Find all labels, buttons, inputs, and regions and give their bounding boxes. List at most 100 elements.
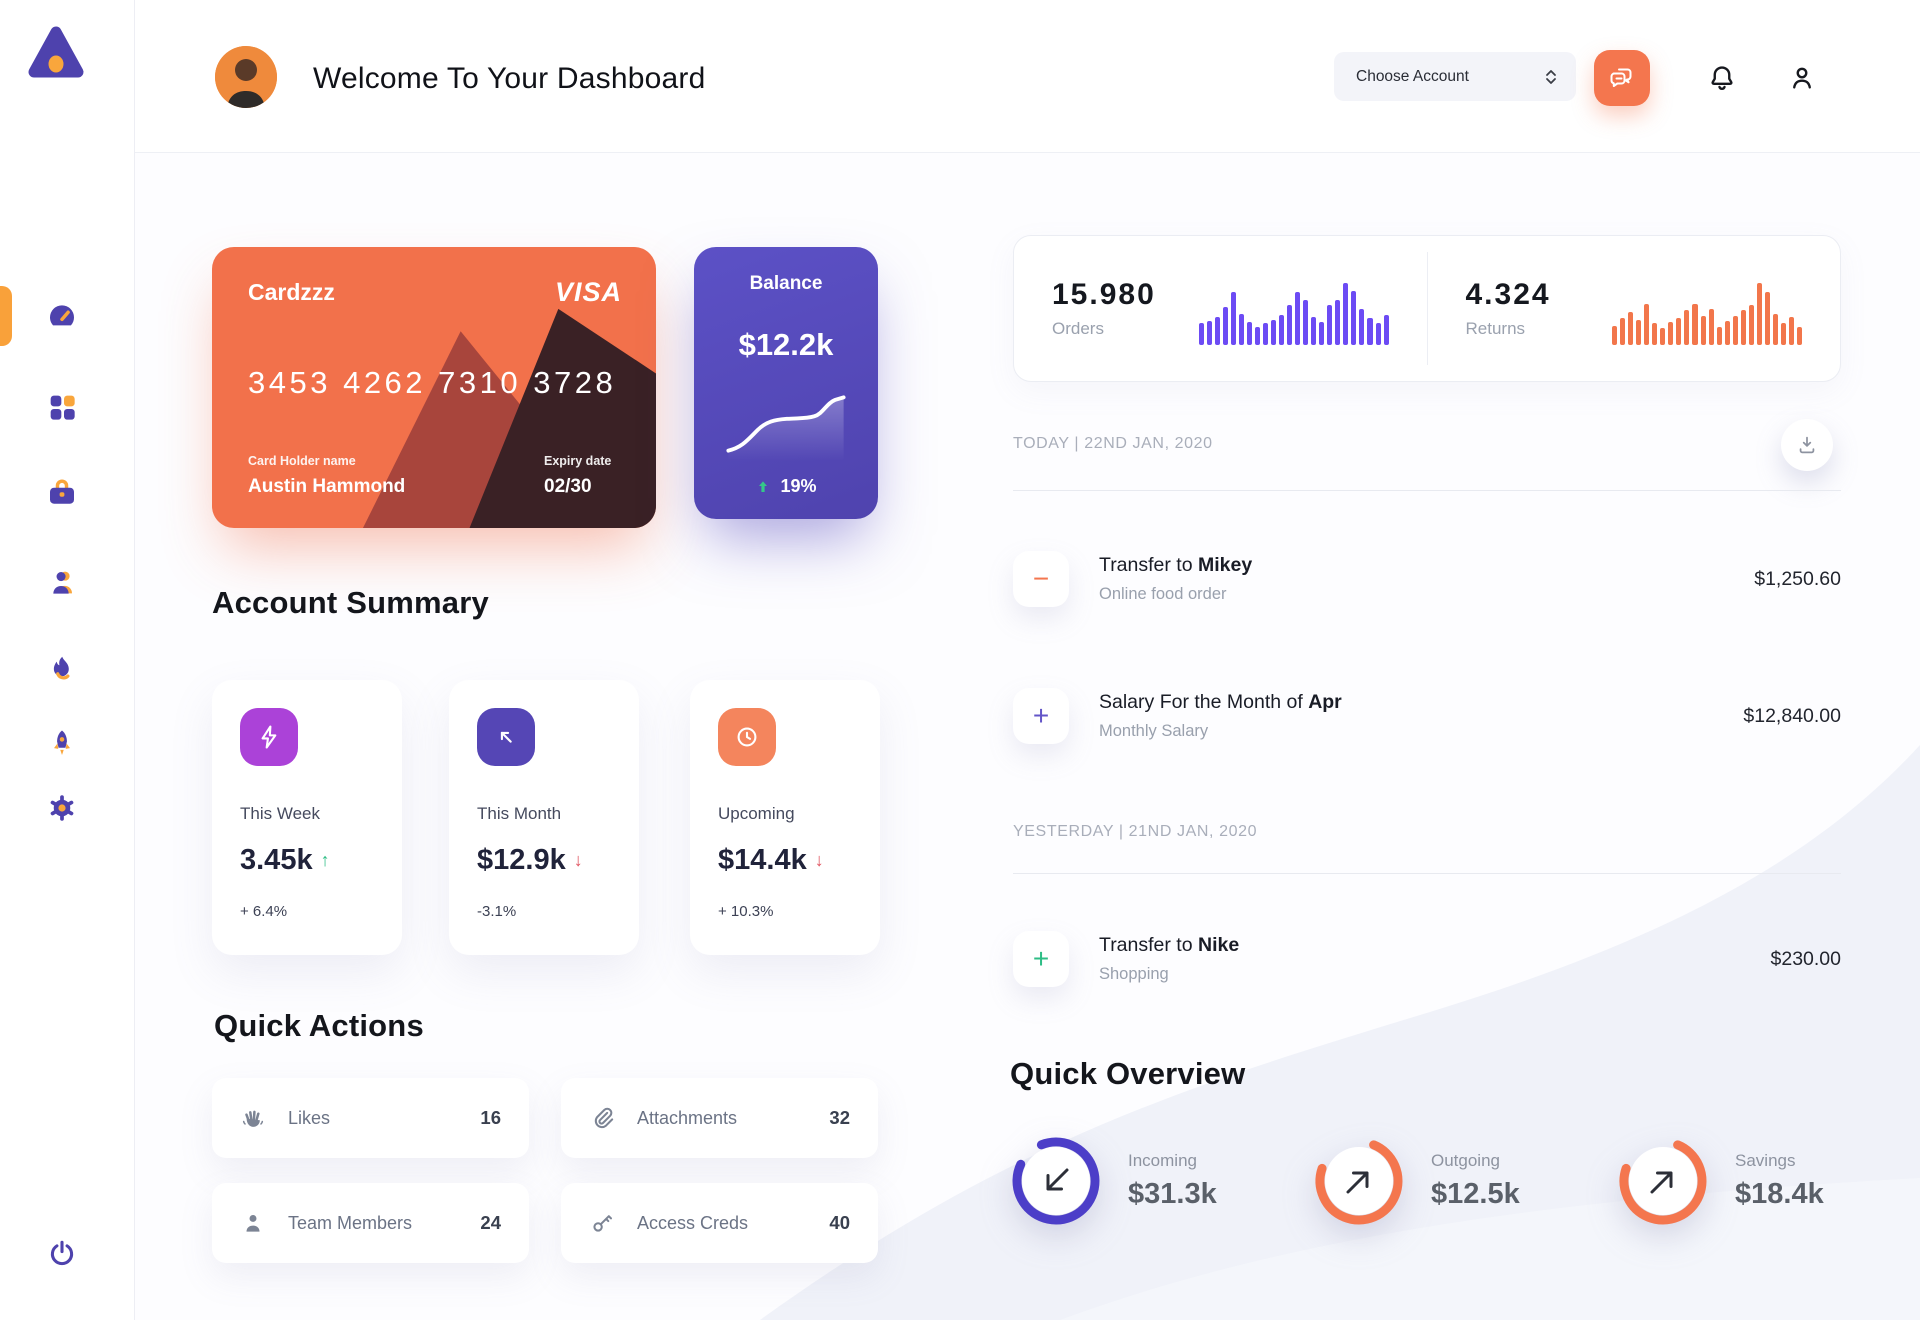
tile-value: 3.45k ↑ [240, 844, 374, 877]
transaction-row-nike[interactable]: + Transfer to Nike Shopping $230.00 [1013, 931, 1841, 987]
sidebar-item-apps[interactable] [37, 382, 87, 432]
overview-value: $18.4k [1735, 1178, 1824, 1210]
dashboard-icon [50, 305, 75, 326]
clock-icon [718, 708, 776, 766]
trend-arrow-icon [477, 708, 535, 766]
profile-icon [1793, 67, 1811, 89]
action-likes[interactable]: Likes 16 [212, 1078, 529, 1158]
sidebar-item-team[interactable] [37, 557, 87, 607]
notifications-button[interactable] [1705, 61, 1739, 95]
account-summary-title: Account Summary [212, 585, 489, 620]
lightning-icon [240, 708, 298, 766]
summary-tile-this-week: This Week 3.45k ↑ + 6.4% [212, 680, 402, 955]
transaction-subtitle: Shopping [1099, 965, 1169, 983]
balance-title: Balance [749, 273, 823, 294]
tile-value: $12.9k ↓ [477, 844, 611, 877]
account-select[interactable]: Choose Account [1334, 52, 1576, 101]
overview-value: $31.3k [1128, 1178, 1217, 1210]
summary-tile-this-month: This Month $12.9k ↓ -3.1% [449, 680, 639, 955]
action-team-members[interactable]: Team Members 24 [212, 1183, 529, 1263]
trend-up-icon: ↑ [320, 850, 330, 870]
up-right-arrow-icon [1650, 1171, 1673, 1194]
action-count: 40 [829, 1212, 850, 1233]
transaction-amount: $230.00 [1770, 947, 1842, 970]
sidebar-item-settings[interactable] [37, 783, 87, 833]
tile-value-text: $12.9k [477, 844, 566, 876]
sidebar-item-activity[interactable] [37, 644, 87, 694]
trend-down-icon: ↓ [814, 850, 824, 870]
sidebar-item-dashboard[interactable] [37, 291, 87, 341]
up-right-arrow-icon [1346, 1171, 1369, 1194]
card-holder-name: Austin Hammond [248, 476, 406, 497]
balance-amount: $12.2k [738, 327, 834, 362]
gear-icon [50, 795, 74, 821]
card-name: Cardzzz [248, 279, 335, 305]
down-left-arrow-icon [1046, 1168, 1069, 1191]
download-icon [1799, 436, 1815, 454]
orders-returns-card: 15.980 Orders 4.324 Returns [1013, 235, 1841, 382]
card-number: 3453 4262 7310 3728 [248, 365, 617, 400]
transaction-row-salary[interactable]: + Salary For the Month of Apr Monthly Sa… [1013, 688, 1841, 744]
returns-label: Returns [1465, 319, 1526, 338]
profile-button[interactable] [1785, 61, 1819, 95]
card-holder: Card Holder name Austin Hammond [248, 454, 405, 498]
grid-icon [50, 395, 75, 420]
divider [1013, 873, 1841, 874]
summary-tile-upcoming: Upcoming $14.4k ↓ + 10.3% [690, 680, 880, 955]
transaction-subtitle: Online food order [1099, 585, 1227, 603]
sidebar-item-logout[interactable] [37, 1229, 87, 1279]
sidebar-item-portfolio[interactable] [37, 467, 87, 517]
transaction-row-mikey[interactable]: − Transfer to Mikey Online food order $1… [1013, 551, 1841, 607]
date-header-yesterday: YESTERDAY | 21ND JAN, 2020 [1013, 823, 1258, 840]
action-label: Attachments [637, 1107, 738, 1128]
avatar[interactable] [215, 46, 277, 108]
header: Welcome To Your Dashboard Choose Account [135, 0, 1920, 153]
card-expiry-label: Expiry date [544, 454, 612, 468]
tile-change: + 10.3% [718, 903, 774, 920]
user-icon [53, 571, 72, 594]
tile-change: + 6.4% [240, 903, 288, 920]
sidebar-item-launch[interactable] [37, 718, 87, 768]
tile-label: This Month [477, 804, 562, 823]
credit-card: Cardzzz VISA 3453 4262 7310 3728 Card Ho… [212, 247, 656, 528]
transaction-title: Salary For the Month of Apr [1099, 691, 1342, 713]
plus-icon: + [1013, 688, 1069, 744]
quick-overview-title: Quick Overview [1010, 1056, 1246, 1091]
waving-hand-icon [242, 1110, 264, 1127]
returns-stat: 4.324 Returns [1428, 236, 1841, 381]
returns-mini-chart [1612, 282, 1803, 345]
action-count: 24 [480, 1212, 501, 1233]
overview-value: $12.5k [1431, 1178, 1520, 1210]
balance-sparkline [726, 395, 846, 461]
balance-card: Balance $12.2k 19% [694, 247, 878, 519]
bell-icon [1711, 66, 1733, 90]
outgoing-progress-ring [1315, 1137, 1403, 1225]
action-count: 16 [480, 1107, 501, 1128]
savings-progress-ring [1619, 1137, 1707, 1225]
balance-change: 19% [755, 476, 817, 497]
tile-change: -3.1% [477, 903, 517, 920]
chat-button[interactable] [1594, 50, 1650, 106]
overview-savings: Savings $18.4k [1615, 1133, 1824, 1229]
card-holder-label: Card Holder name [248, 454, 356, 468]
transaction-subtitle: Monthly Salary [1099, 722, 1209, 740]
card-expiry: Expiry date 02/30 [544, 454, 611, 498]
team-member-icon [246, 1214, 260, 1232]
active-nav-indicator [0, 286, 12, 346]
trend-down-icon: ↓ [573, 850, 583, 870]
avatar-image [215, 46, 277, 108]
action-access-creds[interactable]: Access Creds 40 [561, 1183, 878, 1263]
action-attachments[interactable]: Attachments 32 [561, 1078, 878, 1158]
briefcase-icon [50, 479, 74, 504]
transaction-title: Transfer to Mikey [1099, 554, 1253, 576]
download-button[interactable] [1781, 419, 1833, 471]
action-count: 32 [829, 1107, 850, 1128]
date-header-today: TODAY | 22ND JAN, 2020 [1013, 435, 1213, 452]
returns-value: 4.324 [1465, 278, 1551, 311]
chevron-up-down-icon [1546, 69, 1556, 84]
tile-value-text: $14.4k [718, 844, 807, 876]
visa-logo: VISA [554, 277, 622, 307]
tile-label: Upcoming [718, 804, 795, 823]
app-logo[interactable] [24, 22, 88, 86]
orders-mini-chart [1198, 282, 1389, 345]
